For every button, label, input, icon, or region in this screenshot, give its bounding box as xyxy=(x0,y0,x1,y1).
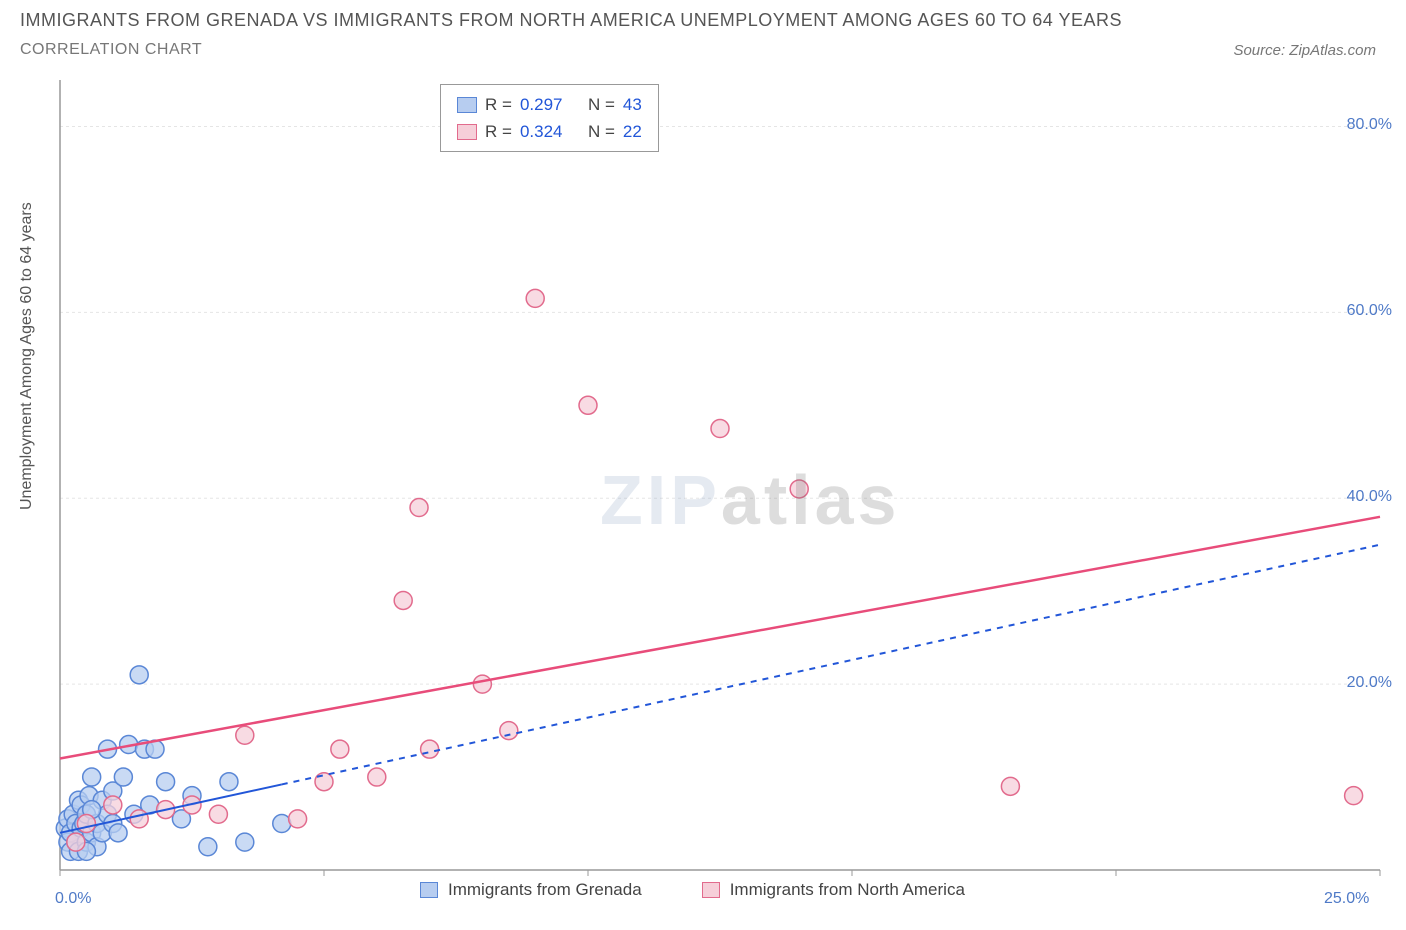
y-tick-label: 80.0% xyxy=(1347,116,1392,134)
scatter-chart xyxy=(0,80,1406,930)
chart-subtitle: CORRELATION CHART xyxy=(20,41,202,59)
series-swatch xyxy=(457,124,477,140)
x-tick-label: 0.0% xyxy=(55,890,91,908)
series-swatch xyxy=(702,882,720,898)
stats-row: R = 0.324 N = 22 xyxy=(457,118,642,145)
stats-legend: R = 0.297 N = 43 R = 0.324 N = 22 xyxy=(440,84,659,152)
y-tick-label: 20.0% xyxy=(1347,674,1392,692)
stats-row: R = 0.297 N = 43 xyxy=(457,91,642,118)
series-swatch xyxy=(420,882,438,898)
chart-title: IMMIGRANTS FROM GRENADA VS IMMIGRANTS FR… xyxy=(20,10,1386,31)
chart-area: Unemployment Among Ages 60 to 64 years Z… xyxy=(0,80,1406,930)
y-axis-label: Unemployment Among Ages 60 to 64 years xyxy=(18,202,36,510)
x-tick-label: 25.0% xyxy=(1324,890,1369,908)
legend-item: Immigrants from Grenada xyxy=(420,880,642,900)
y-tick-label: 40.0% xyxy=(1347,488,1392,506)
source-label: Source: ZipAtlas.com xyxy=(1233,42,1386,59)
series-swatch xyxy=(457,97,477,113)
series-legend: Immigrants from Grenada Immigrants from N… xyxy=(420,880,965,900)
legend-item: Immigrants from North America xyxy=(702,880,965,900)
y-tick-label: 60.0% xyxy=(1347,302,1392,320)
